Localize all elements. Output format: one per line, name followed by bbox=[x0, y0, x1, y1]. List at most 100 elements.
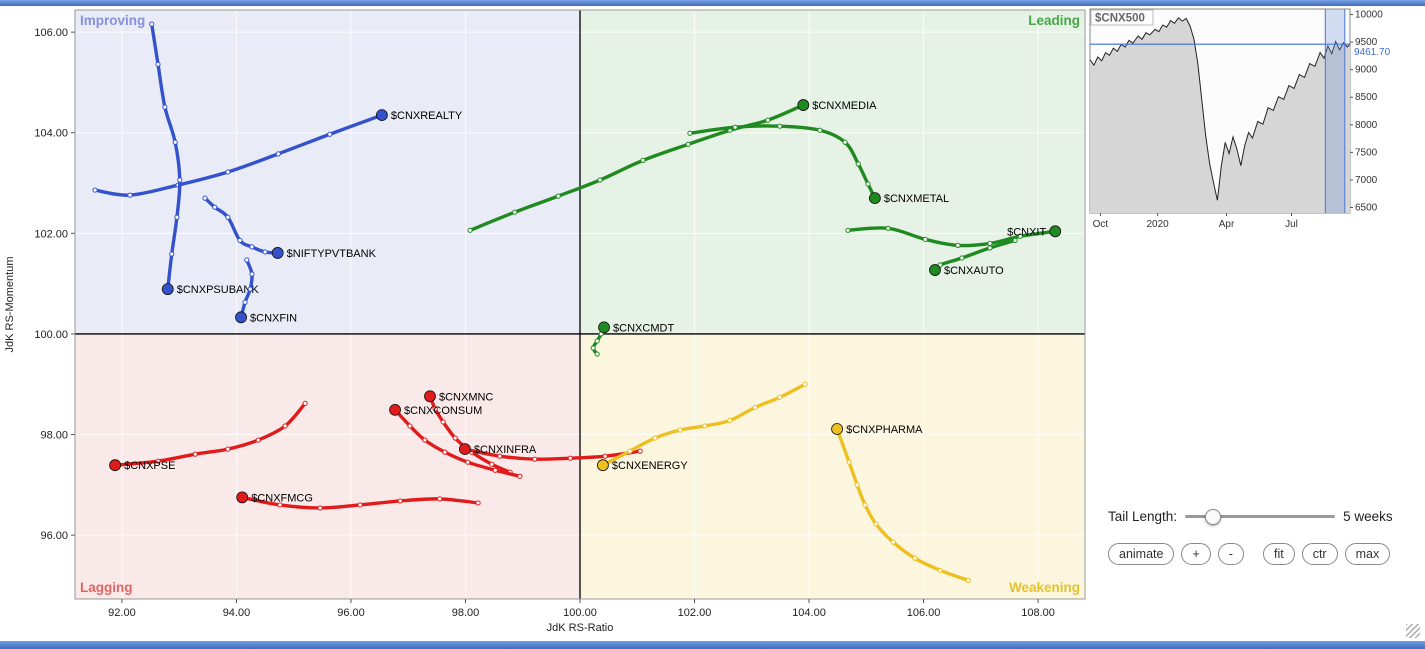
x-tick-label: 104.00 bbox=[792, 607, 826, 619]
symbol-label-cnxauto: $CNXAUTO bbox=[944, 265, 1004, 277]
last-price-label: 9461.70 bbox=[1354, 47, 1391, 58]
x-tick-label: 92.00 bbox=[108, 607, 136, 619]
inset-y-tick-label: 7000 bbox=[1355, 175, 1378, 186]
symbol-label-cnxmetal: $CNXMETAL bbox=[884, 193, 949, 205]
trail-point bbox=[777, 394, 783, 400]
symbol-dot-cnxenergy[interactable] bbox=[597, 459, 609, 472]
slider-track[interactable] bbox=[1185, 515, 1336, 518]
symbol-label-cnxmnc: $CNXMNC bbox=[439, 391, 493, 403]
symbol-label-cnxfmcg: $CNXFMCG bbox=[251, 492, 313, 504]
tail-length-row: Tail Length: 5 weeks bbox=[1108, 506, 1408, 526]
x-tick-label: 94.00 bbox=[223, 607, 251, 619]
trail-point bbox=[244, 257, 250, 263]
symbol-dot-cnxpsubank[interactable] bbox=[161, 283, 174, 296]
trail-point bbox=[802, 381, 808, 387]
trail-point bbox=[765, 117, 771, 123]
symbol-dot-cnxconsum[interactable] bbox=[389, 403, 401, 416]
symbol-dot-cnxcmdt[interactable] bbox=[598, 321, 610, 334]
x-tick-label: 108.00 bbox=[1021, 607, 1055, 619]
trail-point bbox=[149, 21, 155, 27]
x-tick-label: 106.00 bbox=[907, 607, 941, 619]
trail-point bbox=[567, 455, 573, 461]
animate-button[interactable]: animate bbox=[1108, 543, 1175, 566]
bottom-bar bbox=[0, 641, 1425, 649]
symbol-dot-cnxmetal[interactable] bbox=[868, 192, 881, 205]
trail-point bbox=[172, 139, 178, 145]
trail-point bbox=[442, 449, 448, 455]
trail-point bbox=[677, 427, 683, 433]
quadrant-leading bbox=[580, 10, 1085, 334]
max-button[interactable]: max bbox=[1344, 543, 1391, 566]
symbol-dot-cnxrealty[interactable] bbox=[375, 109, 388, 122]
trail-point bbox=[497, 453, 503, 459]
symbol-label-cnxenergy: $CNXENERGY bbox=[612, 460, 688, 472]
trail-point bbox=[422, 437, 428, 443]
trail-point bbox=[489, 461, 495, 467]
symbol-label-cnxfin: $CNXFIN bbox=[250, 312, 297, 324]
trail-point bbox=[249, 244, 255, 250]
quadrant-label-improving: Improving bbox=[80, 13, 145, 28]
trail-point bbox=[92, 187, 98, 193]
trail-point bbox=[162, 104, 168, 110]
trail-point bbox=[652, 435, 658, 441]
trail-point bbox=[727, 417, 733, 424]
trail-point bbox=[777, 123, 783, 129]
symbol-label-cnxcmdt: $CNXCMDT bbox=[613, 322, 674, 334]
trail-point bbox=[407, 423, 413, 429]
trail-point bbox=[640, 157, 646, 163]
trail-point bbox=[752, 404, 758, 410]
trail-point bbox=[452, 435, 458, 441]
trail-point bbox=[594, 338, 600, 344]
y-tick-label: 104.00 bbox=[34, 128, 68, 140]
trail-point bbox=[212, 204, 218, 210]
trail-point bbox=[177, 177, 183, 183]
y-tick-label: 96.00 bbox=[40, 530, 68, 542]
symbol-label-niftypvtbank: $NIFTYPVTBANK bbox=[287, 248, 377, 260]
y-tick-label: 102.00 bbox=[34, 228, 68, 240]
tail-length-slider-knob[interactable] bbox=[1205, 509, 1222, 525]
rrg-controls: Tail Length: 5 weeks animate + - fit ctr max bbox=[1108, 506, 1408, 566]
inset-y-tick-label: 9000 bbox=[1355, 65, 1378, 76]
zoom-out-button[interactable]: - bbox=[1217, 543, 1244, 566]
tail-window-band[interactable] bbox=[1325, 9, 1345, 213]
trail-point bbox=[155, 61, 161, 67]
symbol-dot-niftypvtbank[interactable] bbox=[271, 247, 284, 259]
symbol-dot-cnxmnc[interactable] bbox=[424, 390, 436, 403]
symbol-dot-cnxfin[interactable] bbox=[235, 311, 247, 324]
resize-handle-icon[interactable] bbox=[1406, 624, 1420, 638]
trail-point bbox=[255, 437, 261, 443]
symbol-dot-cnxmedia[interactable] bbox=[797, 99, 810, 111]
trail-cnxpsubank bbox=[150, 22, 182, 291]
y-axis-title: JdK RS-Momentum bbox=[4, 257, 16, 353]
trail-point bbox=[685, 141, 691, 147]
tail-length-slider[interactable] bbox=[1185, 508, 1336, 525]
trail-point bbox=[440, 419, 446, 425]
symbol-label-cnxinfra: $CNXINFRA bbox=[474, 444, 537, 456]
symbol-dot-cnxinfra[interactable] bbox=[459, 443, 471, 456]
quadrant-weakening bbox=[580, 333, 1085, 599]
trail-point bbox=[987, 240, 993, 246]
trail-point bbox=[512, 209, 518, 215]
trail-point bbox=[174, 214, 180, 220]
trail-point bbox=[282, 423, 288, 429]
symbol-dot-cnxit[interactable] bbox=[1049, 225, 1062, 238]
trail-point bbox=[225, 169, 231, 175]
trail-point bbox=[437, 496, 443, 502]
symbol-dot-cnxauto[interactable] bbox=[929, 264, 941, 276]
trail-point bbox=[277, 502, 283, 508]
trail-point bbox=[885, 225, 891, 231]
quadrant-label-lagging: Lagging bbox=[80, 580, 133, 595]
symbol-label-cnxrealty: $CNXREALTY bbox=[391, 110, 463, 122]
center-button[interactable]: ctr bbox=[1301, 543, 1338, 566]
symbol-dot-cnxfmcg[interactable] bbox=[236, 491, 249, 504]
trail-point bbox=[842, 139, 848, 145]
trail-point bbox=[845, 227, 851, 233]
fit-button[interactable]: fit bbox=[1262, 543, 1295, 566]
symbol-dot-cnxpse[interactable] bbox=[109, 459, 121, 472]
zoom-in-button[interactable]: + bbox=[1181, 543, 1211, 566]
trail-point bbox=[465, 459, 471, 465]
trail-point bbox=[155, 458, 161, 464]
symbol-dot-cnxpharma[interactable] bbox=[831, 423, 843, 435]
inset-x-tick-label: Apr bbox=[1219, 219, 1235, 230]
trail-point bbox=[555, 193, 561, 199]
